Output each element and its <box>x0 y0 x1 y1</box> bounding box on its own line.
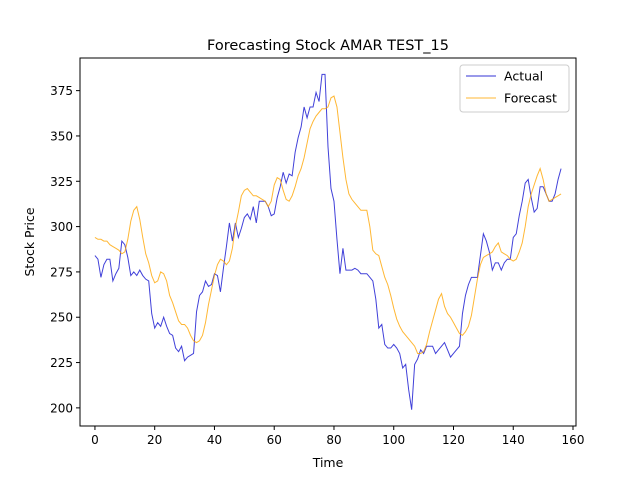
x-tick-label: 20 <box>147 433 162 447</box>
y-axis-ticks: 200 225 250 275 300 325 350 375 <box>50 84 80 415</box>
x-tick-label: 160 <box>562 433 585 447</box>
legend-label-actual: Actual <box>504 69 543 84</box>
chart-title: Forecasting Stock AMAR TEST_15 <box>207 38 449 54</box>
x-axis-ticks: 0 20 40 60 80 100 120 140 160 <box>91 426 584 447</box>
x-tick-label: 60 <box>267 433 282 447</box>
y-axis-label: Stock Price <box>22 207 37 276</box>
x-tick-label: 80 <box>326 433 341 447</box>
x-tick-label: 100 <box>382 433 405 447</box>
legend-box <box>459 64 570 113</box>
y-tick-label: 350 <box>50 129 73 143</box>
x-tick-label: 140 <box>502 433 525 447</box>
y-tick-label: 375 <box>50 84 73 98</box>
y-tick-label: 250 <box>50 311 73 325</box>
legend-label-forecast: Forecast <box>504 91 557 106</box>
y-tick-label: 300 <box>50 220 73 234</box>
plot-area <box>80 58 576 426</box>
x-tick-label: 0 <box>91 433 99 447</box>
series-line-actual <box>94 73 562 410</box>
plot-frame <box>79 57 577 427</box>
y-tick-label: 225 <box>50 356 73 370</box>
y-tick-label: 200 <box>50 401 73 415</box>
x-tick-label: 120 <box>442 433 465 447</box>
series-layer <box>94 73 562 410</box>
x-tick-label: 40 <box>207 433 222 447</box>
legend-entries: Actual Forecast <box>466 69 557 106</box>
y-tick-label: 275 <box>50 265 73 279</box>
chart-legend: Actual Forecast <box>459 64 570 113</box>
y-tick-label: 325 <box>50 175 73 189</box>
x-axis-label: Time <box>312 455 344 470</box>
series-line-forecast <box>94 95 562 354</box>
